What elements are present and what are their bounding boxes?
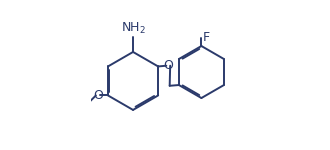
Text: O: O [93, 89, 103, 102]
Text: O: O [163, 59, 173, 72]
Text: F: F [203, 31, 210, 44]
Text: NH$_2$: NH$_2$ [120, 21, 146, 36]
